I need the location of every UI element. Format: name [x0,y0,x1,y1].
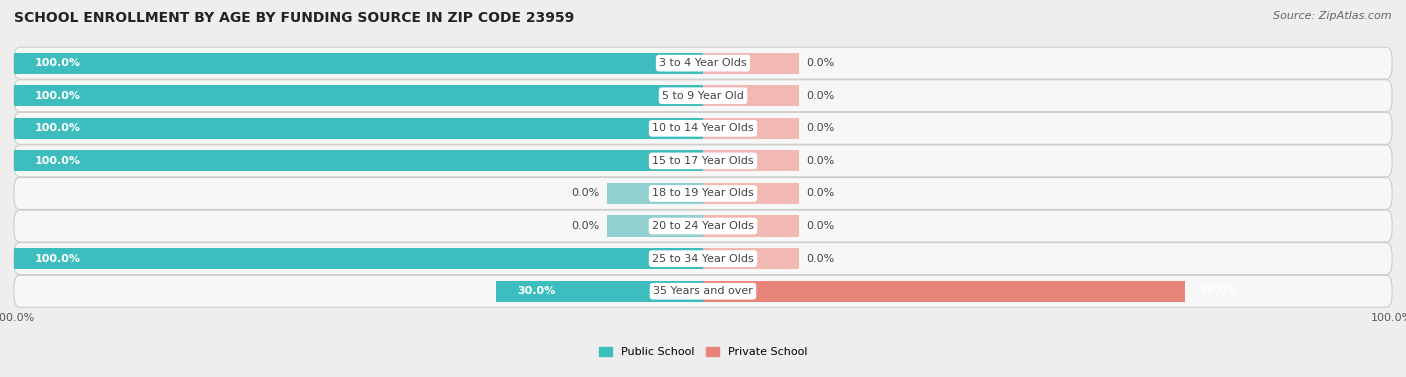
Bar [703,183,800,204]
Bar [14,118,703,139]
Text: SCHOOL ENROLLMENT BY AGE BY FUNDING SOURCE IN ZIP CODE 23959: SCHOOL ENROLLMENT BY AGE BY FUNDING SOUR… [14,11,574,25]
Text: 18 to 19 Year Olds: 18 to 19 Year Olds [652,188,754,198]
Text: 100.0%: 100.0% [35,156,80,166]
Text: 5 to 9 Year Old: 5 to 9 Year Old [662,91,744,101]
Bar [14,150,703,172]
Text: 100.0%: 100.0% [35,254,80,264]
Text: 30.0%: 30.0% [517,286,555,296]
FancyBboxPatch shape [14,47,1392,79]
Bar [703,280,1185,302]
Bar [703,52,800,74]
Text: 0.0%: 0.0% [807,254,835,264]
Text: 3 to 4 Year Olds: 3 to 4 Year Olds [659,58,747,68]
Bar [703,150,800,172]
FancyBboxPatch shape [14,80,1392,112]
Text: 20 to 24 Year Olds: 20 to 24 Year Olds [652,221,754,231]
Bar [496,280,703,302]
Bar [606,183,703,204]
FancyBboxPatch shape [14,112,1392,144]
FancyBboxPatch shape [14,243,1392,274]
Text: 35 Years and over: 35 Years and over [652,286,754,296]
Text: 70.0%: 70.0% [1199,286,1237,296]
Bar [14,52,703,74]
Bar [703,85,800,106]
Text: 0.0%: 0.0% [807,188,835,198]
Bar [703,248,800,269]
FancyBboxPatch shape [14,210,1392,242]
Bar [703,118,800,139]
Text: 0.0%: 0.0% [571,221,599,231]
Text: 0.0%: 0.0% [807,221,835,231]
FancyBboxPatch shape [14,178,1392,210]
Text: 0.0%: 0.0% [807,123,835,133]
Text: 25 to 34 Year Olds: 25 to 34 Year Olds [652,254,754,264]
Bar [14,248,703,269]
Text: 0.0%: 0.0% [807,156,835,166]
Bar [703,216,800,237]
Bar [606,216,703,237]
Text: 0.0%: 0.0% [807,91,835,101]
Text: 100.0%: 100.0% [35,91,80,101]
Text: 15 to 17 Year Olds: 15 to 17 Year Olds [652,156,754,166]
Text: 0.0%: 0.0% [807,58,835,68]
Text: 0.0%: 0.0% [571,188,599,198]
Text: Source: ZipAtlas.com: Source: ZipAtlas.com [1274,11,1392,21]
Text: 100.0%: 100.0% [35,58,80,68]
Bar [14,85,703,106]
Legend: Public School, Private School: Public School, Private School [595,342,811,362]
FancyBboxPatch shape [14,275,1392,307]
Text: 100.0%: 100.0% [35,123,80,133]
Text: 10 to 14 Year Olds: 10 to 14 Year Olds [652,123,754,133]
FancyBboxPatch shape [14,145,1392,177]
